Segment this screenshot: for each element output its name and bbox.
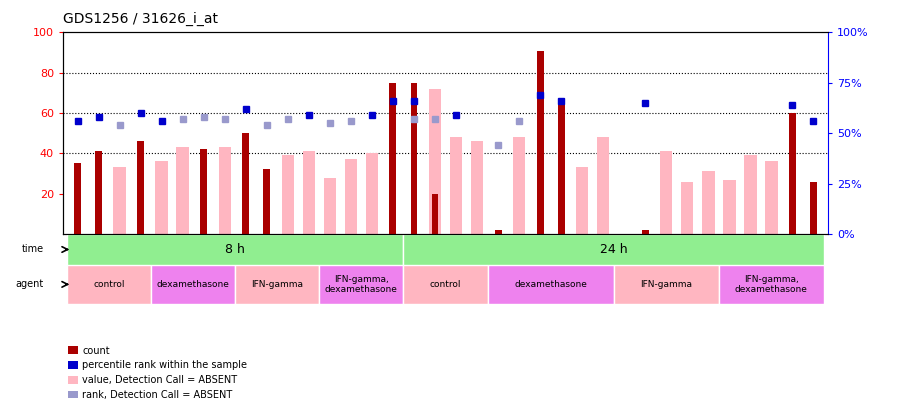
Bar bbox=[810, 181, 817, 234]
Bar bbox=[471, 141, 483, 234]
Bar bbox=[390, 83, 396, 234]
Bar bbox=[723, 179, 735, 234]
Legend: count, percentile rank within the sample, value, Detection Call = ABSENT, rank, : count, percentile rank within the sample… bbox=[68, 345, 248, 400]
Text: IFN-gamma: IFN-gamma bbox=[640, 280, 692, 289]
Bar bbox=[765, 162, 778, 234]
Bar bbox=[324, 177, 337, 234]
Bar bbox=[719, 265, 824, 304]
Bar bbox=[403, 234, 824, 265]
Bar bbox=[282, 156, 294, 234]
Bar bbox=[302, 151, 315, 234]
Bar bbox=[410, 83, 418, 234]
Text: time: time bbox=[22, 245, 44, 254]
Bar bbox=[235, 265, 320, 304]
Bar bbox=[744, 156, 757, 234]
Bar bbox=[113, 167, 126, 234]
Bar bbox=[219, 147, 231, 234]
Bar bbox=[681, 181, 694, 234]
Bar bbox=[597, 137, 609, 234]
Bar bbox=[576, 167, 589, 234]
Bar bbox=[558, 103, 564, 234]
Bar bbox=[702, 171, 715, 234]
Bar bbox=[642, 230, 649, 234]
Bar bbox=[536, 51, 544, 234]
Text: dexamethasone: dexamethasone bbox=[157, 280, 230, 289]
Text: GDS1256 / 31626_i_at: GDS1256 / 31626_i_at bbox=[63, 12, 218, 26]
Bar bbox=[156, 162, 168, 234]
Bar bbox=[176, 147, 189, 234]
Bar bbox=[513, 137, 526, 234]
Bar bbox=[450, 137, 463, 234]
Bar bbox=[68, 234, 403, 265]
Bar bbox=[68, 265, 151, 304]
Text: control: control bbox=[430, 280, 461, 289]
Bar bbox=[614, 265, 719, 304]
Bar bbox=[788, 113, 796, 234]
Bar bbox=[138, 141, 144, 234]
Text: agent: agent bbox=[15, 279, 44, 289]
Bar bbox=[242, 133, 249, 234]
Bar bbox=[264, 169, 270, 234]
Text: 24 h: 24 h bbox=[599, 243, 627, 256]
Text: IFN-gamma,
dexamethasone: IFN-gamma, dexamethasone bbox=[325, 275, 398, 294]
Bar bbox=[488, 265, 614, 304]
Bar bbox=[495, 230, 501, 234]
Bar bbox=[151, 265, 235, 304]
Text: dexamethasone: dexamethasone bbox=[514, 280, 587, 289]
Bar bbox=[660, 151, 672, 234]
Bar bbox=[345, 160, 357, 234]
Bar bbox=[365, 153, 378, 234]
Bar bbox=[431, 194, 438, 234]
Bar bbox=[95, 151, 103, 234]
Bar bbox=[201, 149, 207, 234]
Text: IFN-gamma: IFN-gamma bbox=[251, 280, 303, 289]
Text: 8 h: 8 h bbox=[225, 243, 246, 256]
Bar bbox=[403, 265, 488, 304]
Bar bbox=[320, 265, 403, 304]
Bar bbox=[74, 164, 81, 234]
Text: IFN-gamma,
dexamethasone: IFN-gamma, dexamethasone bbox=[734, 275, 807, 294]
Bar bbox=[428, 89, 441, 234]
Text: control: control bbox=[94, 280, 125, 289]
